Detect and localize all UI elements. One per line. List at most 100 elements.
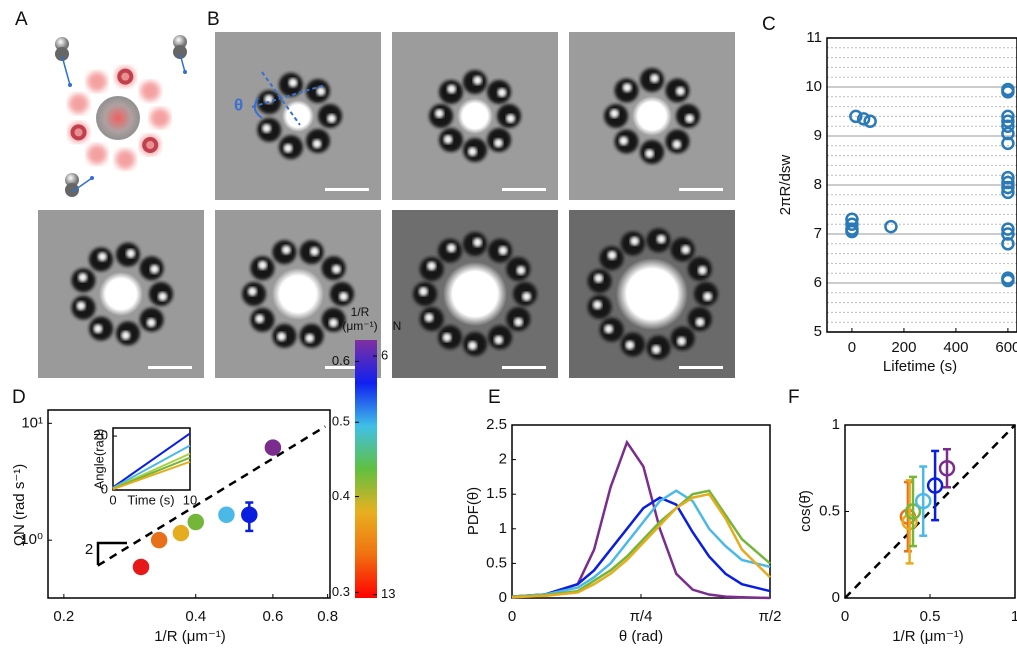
- data-point: [1001, 180, 1015, 195]
- line-series: [112, 444, 191, 489]
- y-tick-label: 0: [832, 589, 840, 606]
- x-tick-label: π/2: [759, 608, 782, 625]
- dimer: [173, 35, 187, 49]
- x-axis-label: 1/R (μm⁻¹): [892, 628, 964, 645]
- y-tick-label: 10: [805, 78, 822, 95]
- particle-spot: [247, 286, 257, 296]
- particle-spot: [494, 335, 504, 345]
- particle-spot: [442, 332, 452, 342]
- y-axis-label: ΩN (rad s⁻¹): [11, 464, 28, 546]
- particle-spot: [288, 78, 298, 88]
- data-point: [264, 439, 282, 456]
- center-disk: [272, 268, 324, 320]
- x-axis-label: θ (rad): [619, 628, 663, 645]
- particle-spot: [681, 245, 691, 255]
- data-point: [1001, 273, 1015, 288]
- x-tick-label: 600: [995, 339, 1017, 356]
- colorbar-tick-label: 0.3: [332, 584, 350, 599]
- slope-triangle: [96, 541, 127, 565]
- particle-spot: [685, 114, 695, 124]
- y-axis-label: PDF(θ): [465, 487, 482, 535]
- particle-spot: [146, 318, 156, 328]
- scale-bar: [325, 366, 369, 369]
- particle-spot: [467, 341, 477, 351]
- particle-spot: [316, 86, 326, 96]
- particle-spot: [277, 332, 287, 342]
- scale-bar: [325, 188, 369, 191]
- angle-arc: [253, 97, 263, 119]
- center-disk: [99, 272, 143, 316]
- particle-spot: [447, 84, 457, 94]
- line-series: [112, 456, 191, 490]
- particle-spot: [651, 345, 661, 355]
- x-tick-label: 0.4: [185, 608, 206, 625]
- center-disk: [443, 262, 507, 326]
- y-tick-label: 5: [814, 323, 822, 340]
- particle-spot: [121, 330, 131, 340]
- x-tick-label: 10: [183, 492, 197, 507]
- particle-spot: [424, 313, 434, 323]
- particle-spot: [328, 318, 338, 328]
- particle-spot: [158, 292, 168, 302]
- particle-spot: [672, 139, 682, 149]
- particle-spot: [434, 108, 444, 118]
- data-point: [901, 513, 918, 531]
- data-point: [1001, 237, 1015, 251]
- particle-spot: [594, 273, 604, 283]
- x-tick-label: 0: [848, 339, 856, 356]
- particle-spot: [331, 264, 341, 274]
- y-tick-label: 20: [94, 428, 108, 443]
- center-disk: [282, 100, 314, 132]
- line-series: [511, 489, 771, 598]
- x-tick-label: π/4: [630, 608, 653, 625]
- data-point: [218, 506, 235, 524]
- particle-spot: [607, 250, 617, 260]
- particle-spot: [281, 245, 291, 255]
- y-tick-label: 0.5: [486, 554, 507, 571]
- dimer: [55, 47, 69, 61]
- x-tick-label: 0: [508, 608, 516, 625]
- particle-spot: [467, 147, 477, 157]
- core-particle: [96, 96, 140, 140]
- y-tick-label: 9: [814, 127, 822, 144]
- panel-label: F: [788, 387, 800, 408]
- particle-spot: [498, 246, 508, 256]
- line-series: [112, 432, 191, 489]
- particle-spot: [255, 314, 265, 324]
- data-point: [938, 460, 956, 477]
- plot-frame: [47, 409, 331, 599]
- particle-spot: [497, 88, 507, 98]
- particle-spot: [604, 324, 614, 334]
- particle-spot: [258, 260, 268, 270]
- satellite-glow: [87, 71, 107, 92]
- angle-label: θ: [234, 95, 243, 114]
- micrographs: [38, 32, 735, 378]
- arrow-head: [183, 70, 187, 74]
- colorbar-tick-label: 0.5: [332, 414, 350, 429]
- data-point: [856, 112, 871, 126]
- particle-spot: [630, 236, 640, 246]
- scale-bar: [502, 188, 546, 191]
- n-label: N: [393, 319, 402, 333]
- panel-label: D: [12, 387, 26, 408]
- particle-spot: [677, 336, 687, 346]
- particle-spot: [493, 138, 503, 148]
- x-tick-label: 0: [109, 492, 116, 507]
- satellite-glow: [140, 81, 161, 102]
- arrow-head: [68, 83, 72, 87]
- arrow: [71, 177, 93, 193]
- angle-guide: [261, 71, 301, 126]
- y-tick-label: 2: [499, 451, 507, 468]
- particle-spot: [619, 136, 629, 146]
- particle-spot: [327, 114, 337, 124]
- data-point: [845, 217, 859, 231]
- n-tick-label: 13: [381, 586, 395, 601]
- colorbar-tick-label: 0.6: [332, 353, 350, 368]
- colorbar-tick-label: 0.4: [332, 488, 350, 503]
- particle-spot: [609, 108, 619, 118]
- data-point: [187, 513, 205, 531]
- particle-spot: [650, 73, 660, 83]
- data-point: [849, 109, 863, 124]
- particle-spot: [150, 264, 160, 274]
